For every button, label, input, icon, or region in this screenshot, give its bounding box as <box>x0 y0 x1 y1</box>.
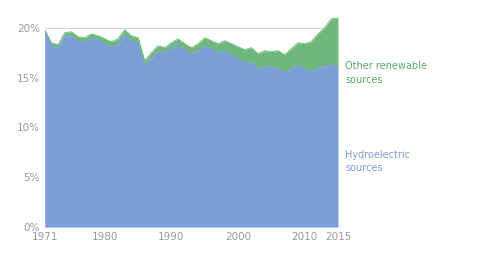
Text: Other renewable
sources: Other renewable sources <box>345 62 427 85</box>
Text: Hydroelectric
sources: Hydroelectric sources <box>345 150 411 173</box>
